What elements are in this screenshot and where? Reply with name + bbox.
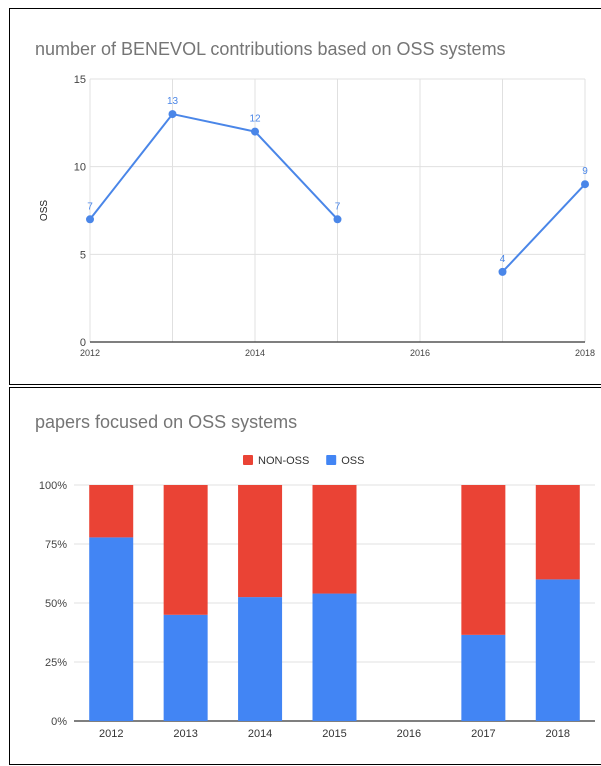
bar-x-tick-label: 2016 bbox=[397, 728, 421, 740]
bar-x-tick-label: 2015 bbox=[322, 728, 346, 740]
line-point bbox=[333, 215, 342, 224]
line-point bbox=[168, 110, 177, 119]
bar-y-tick-label: 50% bbox=[45, 598, 67, 610]
bar-x-tick-label: 2018 bbox=[546, 728, 570, 740]
bar-chart-title: papers focused on OSS systems bbox=[35, 412, 298, 432]
line-data-label: 9 bbox=[582, 166, 588, 177]
line-data-label: 13 bbox=[167, 96, 179, 107]
bar-x-tick-label: 2017 bbox=[471, 728, 495, 740]
line-data-label: 12 bbox=[249, 114, 261, 125]
bar-oss bbox=[89, 537, 134, 721]
line-chart: 0 5 10 15 2012 2014 2016 2018 OSS 7 13 12 7 4 9 bbox=[39, 74, 595, 358]
line-x-tick-label: 2016 bbox=[410, 348, 430, 358]
bar-non-oss bbox=[163, 485, 208, 615]
bar-x-tick-label: 2012 bbox=[99, 728, 123, 740]
bar-oss bbox=[163, 614, 208, 721]
bar-y-tick-label: 100% bbox=[39, 480, 67, 492]
bar-non-oss bbox=[535, 485, 580, 580]
bar-x-tick-label: 2014 bbox=[248, 728, 272, 740]
line-y-tick-label: 10 bbox=[74, 162, 86, 174]
line-data-label: 7 bbox=[335, 201, 341, 212]
bar-y-tick-label: 25% bbox=[45, 657, 67, 669]
bar-y-tick-label: 75% bbox=[45, 539, 67, 551]
bar-oss bbox=[535, 579, 580, 721]
line-point bbox=[86, 215, 94, 224]
bar-chart: 0% 25% 50% 75% 100% 2012 2013 2014 2015 2016 2017 2… bbox=[39, 455, 595, 740]
bar-non-oss bbox=[89, 485, 134, 538]
bar-non-oss bbox=[461, 485, 506, 635]
line-chart-title: number of BENEVOL contributions based on… bbox=[35, 39, 506, 59]
bar-x-tick-label: 2013 bbox=[173, 728, 197, 740]
line-series bbox=[89, 112, 339, 220]
line-x-tick-label: 2014 bbox=[245, 348, 265, 358]
bar-oss bbox=[238, 597, 283, 721]
line-y-axis-label: OSS bbox=[39, 200, 50, 221]
legend-swatch bbox=[243, 455, 253, 465]
line-chart-panel: number of BENEVOL contributions based on… bbox=[9, 8, 601, 385]
legend-label: NON-OSS bbox=[258, 455, 309, 467]
line-y-tick-label: 5 bbox=[80, 249, 86, 261]
line-point bbox=[498, 267, 507, 276]
legend-swatch bbox=[326, 455, 337, 465]
line-y-tick-label: 0 bbox=[80, 337, 86, 349]
line-data-label: 4 bbox=[500, 254, 506, 265]
bar-oss bbox=[312, 593, 357, 721]
bar-chart-panel: papers focused on OSS systems 0% 25% 50% 75… bbox=[9, 387, 601, 765]
line-x-tick-label: 2018 bbox=[575, 348, 595, 358]
bar-non-oss bbox=[312, 485, 357, 594]
bar-non-oss bbox=[238, 485, 283, 598]
line-point bbox=[581, 180, 589, 189]
line-data-label: 7 bbox=[87, 201, 93, 212]
line-point bbox=[251, 127, 259, 136]
bar-y-tick-label: 0% bbox=[51, 716, 67, 728]
line-x-tick-label: 2012 bbox=[80, 348, 100, 358]
bar-oss bbox=[461, 634, 506, 721]
line-series bbox=[501, 183, 586, 273]
line-y-tick-label: 15 bbox=[74, 74, 86, 86]
legend-label: OSS bbox=[341, 455, 364, 467]
